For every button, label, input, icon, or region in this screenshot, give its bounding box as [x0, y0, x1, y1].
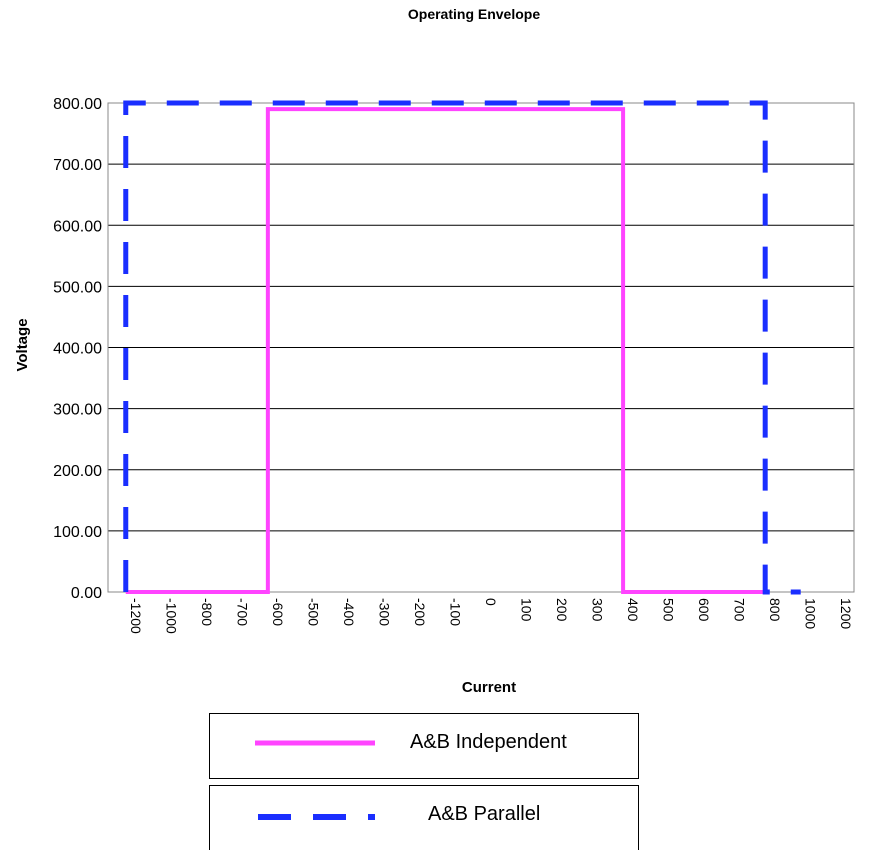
- x-tick-label: -500: [305, 598, 321, 626]
- x-axis-title: Current: [462, 679, 516, 696]
- y-tick-label: 300.00: [53, 402, 102, 419]
- y-tick-label: 400.00: [53, 341, 102, 358]
- x-tick-label: 1200: [838, 598, 854, 629]
- legend-label-independent: A&B Independent: [410, 731, 567, 753]
- legend-label-parallel: A&B Parallel: [428, 803, 541, 825]
- x-tick-label: -600: [270, 598, 286, 626]
- x-tick-label: -300: [376, 598, 392, 626]
- legend-entry-parallel: A&B Parallel: [209, 785, 639, 850]
- y-tick-label: 500.00: [53, 279, 102, 296]
- y-tick-label: 700.00: [53, 157, 102, 174]
- x-tick-label: 600: [696, 598, 712, 622]
- legend-swatch-independent: [255, 740, 375, 746]
- x-tick-label: 400: [625, 598, 641, 622]
- y-tick-label: 200.00: [53, 463, 102, 480]
- x-tick-label: -700: [234, 598, 250, 626]
- series-line-independent: [125, 107, 766, 594]
- x-tick-label: 300: [590, 598, 606, 622]
- x-tick-label: -800: [199, 598, 215, 626]
- x-tick-label: 800: [767, 598, 783, 622]
- x-tick-label: -1200: [128, 598, 144, 634]
- series-line-parallel: [123, 100, 801, 595]
- x-tick-label: -100: [447, 598, 463, 626]
- plot-frame: [107, 102, 855, 593]
- x-tick-label: 1000: [803, 598, 819, 629]
- x-tick-label: -200: [412, 598, 428, 626]
- legend-entry-independent: A&B Independent: [209, 713, 639, 779]
- x-tick-label: 500: [661, 598, 677, 622]
- y-tick-label: 800.00: [53, 96, 102, 113]
- x-tick-label: -1000: [163, 598, 179, 634]
- y-tick-label: 600.00: [53, 218, 102, 235]
- x-tick-label: -400: [341, 598, 357, 626]
- legend-swatch-parallel: [258, 814, 375, 820]
- y-axis-title: Voltage: [14, 318, 31, 371]
- x-tick-label: 700: [732, 598, 748, 622]
- y-tick-label: 0.00: [71, 585, 102, 602]
- x-tick-label: 100: [519, 598, 535, 622]
- x-tick-label: 200: [554, 598, 570, 622]
- chart-title: Operating Envelope: [408, 6, 540, 22]
- x-tick-label: 0: [483, 598, 499, 606]
- y-tick-label: 100.00: [53, 524, 102, 541]
